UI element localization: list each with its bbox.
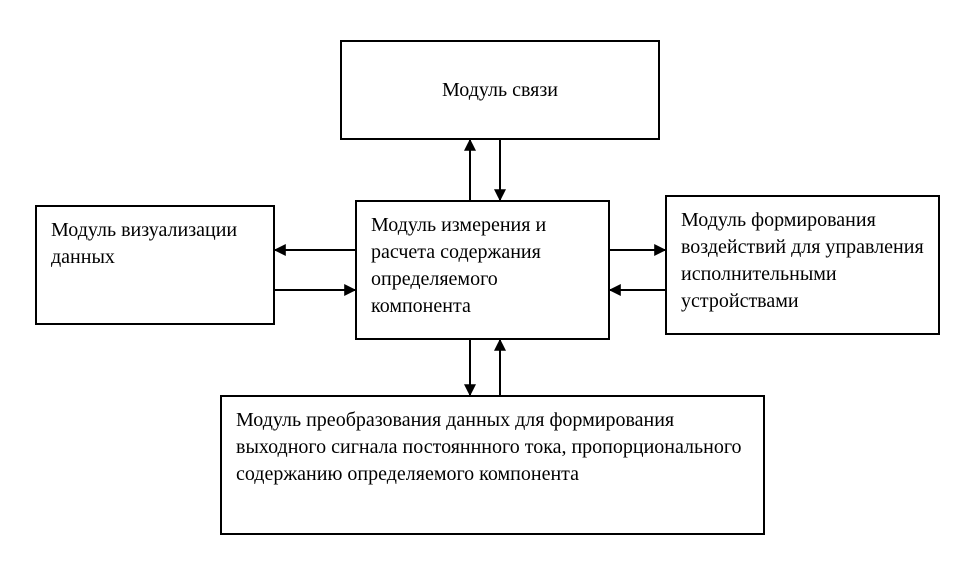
node-control-module: Модуль формирования воздействий для упра… (665, 195, 940, 335)
node-label: Модуль преобразования данных для формиро… (236, 407, 749, 488)
node-measurement-module: Модуль измерения и расчета содержания оп… (355, 200, 610, 340)
node-visualization-module: Модуль визуализации данных (35, 205, 275, 325)
node-label: Модуль визуализации данных (51, 217, 259, 271)
node-label: Модуль формирования воздействий для упра… (681, 207, 924, 315)
node-label: Модуль измерения и расчета содержания оп… (371, 212, 594, 320)
node-conversion-module: Модуль преобразования данных для формиро… (220, 395, 765, 535)
node-comm-module: Модуль связи (340, 40, 660, 140)
diagram-canvas: Модуль связи Модуль измерения и расчета … (0, 0, 968, 582)
node-label: Модуль связи (442, 77, 558, 104)
